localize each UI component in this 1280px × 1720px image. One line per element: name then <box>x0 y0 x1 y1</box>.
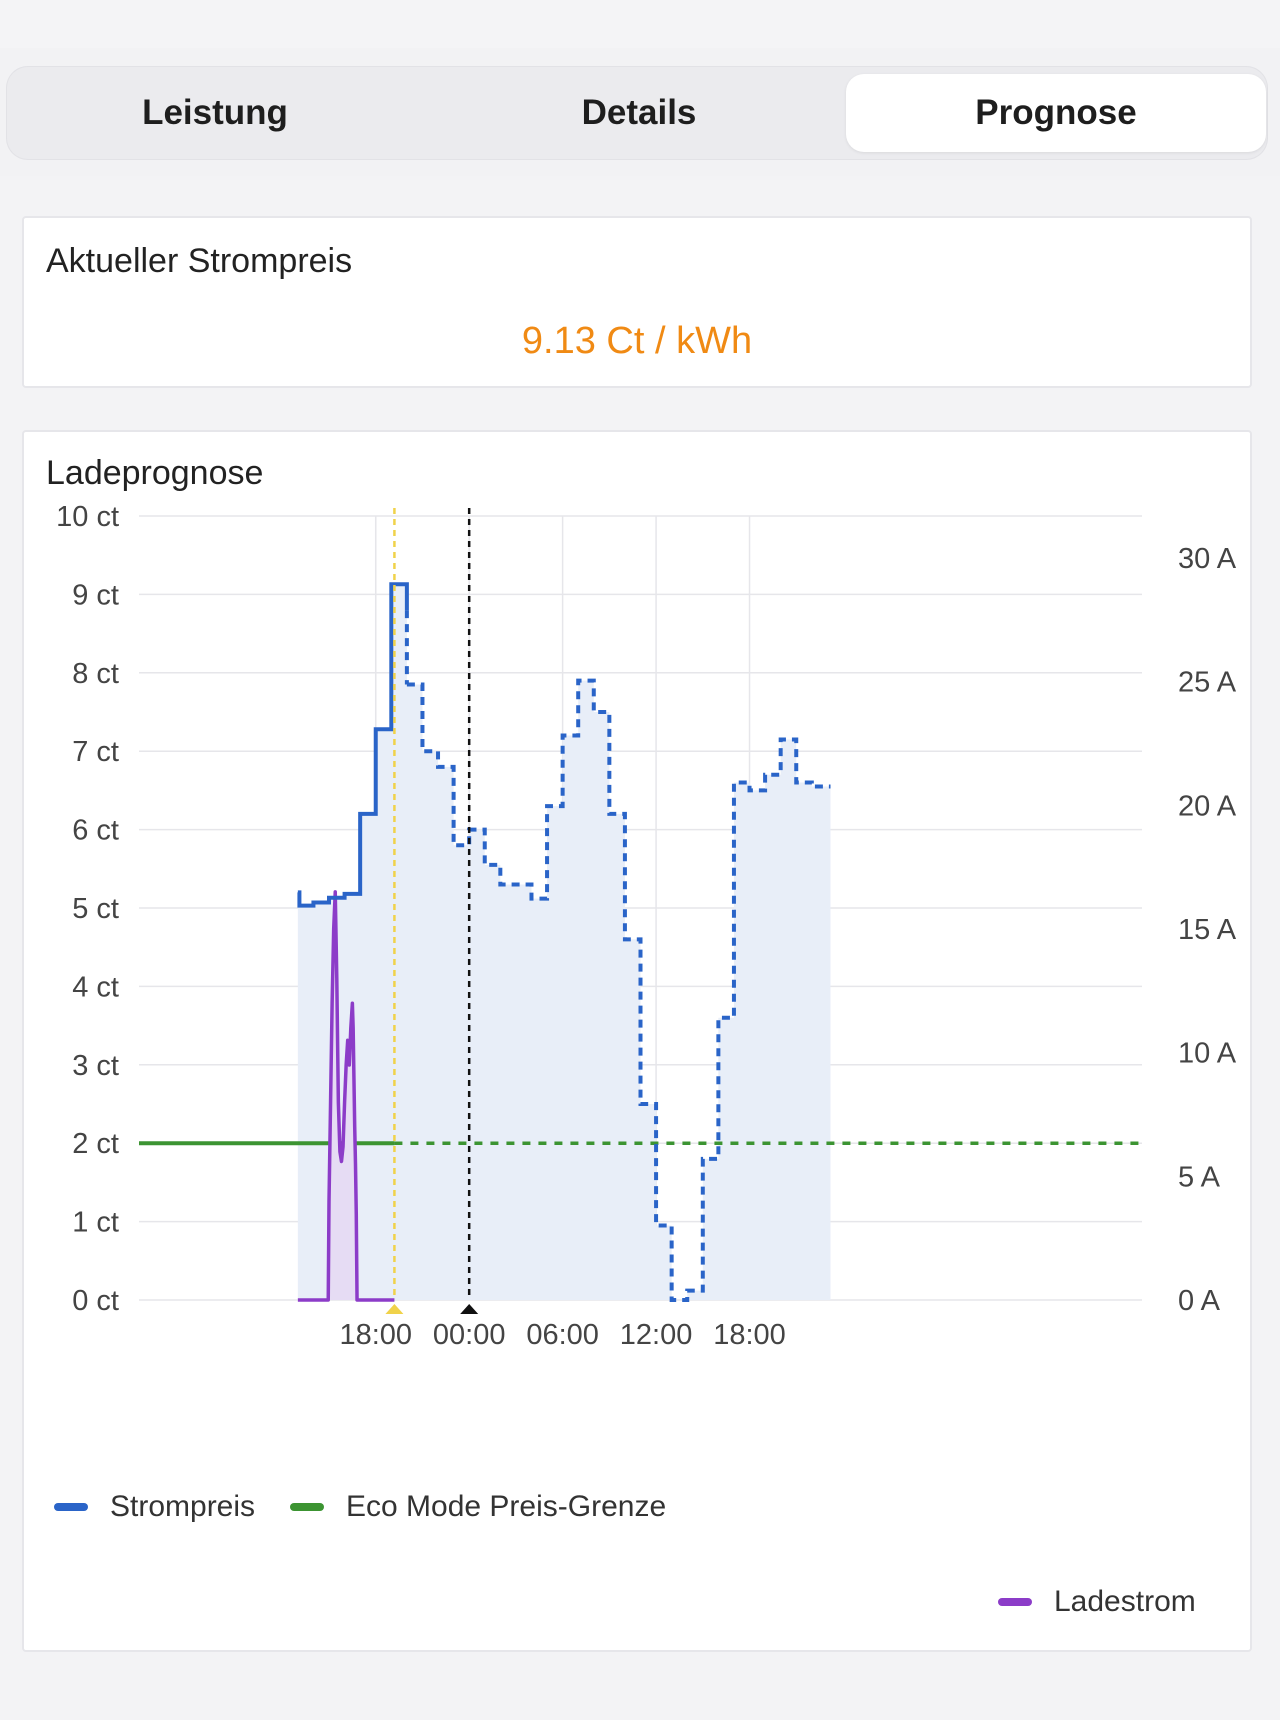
y-right-tick-label: 5 A <box>1178 1161 1221 1193</box>
y-left-tick-label: 4 ct <box>72 971 119 1003</box>
y-right-tick-label: 15 A <box>1178 914 1237 946</box>
strompreis-line-future <box>406 678 831 1302</box>
tab-bar: Leistung Details Prognose <box>6 66 1268 160</box>
y-right-tick-label: 10 A <box>1178 1038 1237 1070</box>
y-right-tick-label: 20 A <box>1178 790 1237 822</box>
legend-eco[interactable]: Eco Mode Preis-Grenze <box>290 1490 666 1524</box>
x-tick-label: 18:00 <box>339 1319 412 1351</box>
midnight-marker-triangle <box>460 1304 479 1314</box>
legend-strompreis[interactable]: Strompreis <box>54 1490 255 1524</box>
y-left-tick-label: 9 ct <box>72 579 119 611</box>
y-left-tick-label: 0 ct <box>72 1285 119 1317</box>
strompreis-line-past <box>297 582 409 908</box>
y-left-tick-label: 6 ct <box>72 815 119 847</box>
y-right-tick-label: 0 A <box>1178 1285 1221 1317</box>
strompreis-area <box>297 584 831 1300</box>
tab-leistung[interactable]: Leistung <box>142 93 288 132</box>
x-tick-label: 12:00 <box>620 1319 693 1351</box>
current-price-card: Aktueller Strompreis 9.13 Ct / kWh <box>22 216 1252 388</box>
y-left-tick-label: 10 ct <box>56 501 119 533</box>
legend-eco-swatch <box>290 1503 324 1511</box>
legend-ladestrom-swatch <box>998 1598 1032 1606</box>
y-left-tick-label: 7 ct <box>72 736 119 768</box>
y-right-tick-label: 30 A <box>1178 543 1237 575</box>
x-tick-label: 06:00 <box>526 1319 599 1351</box>
now-marker-triangle <box>385 1304 404 1314</box>
top-bar <box>0 0 1280 48</box>
y-left-tick-label: 5 ct <box>72 893 119 925</box>
x-tick-label: 00:00 <box>433 1319 506 1351</box>
legend-ladestrom-label: Ladestrom <box>1054 1585 1196 1618</box>
y-left-tick-label: 8 ct <box>72 658 119 690</box>
y-left-tick-label: 1 ct <box>72 1207 119 1239</box>
legend-ladestrom[interactable]: Ladestrom <box>998 1585 1196 1619</box>
forecast-card: Ladeprognose 0 ct 1 ct 2 ct 3 ct 4 ct 5 ct 6 c… <box>22 430 1252 1652</box>
legend-eco-label: Eco Mode Preis-Grenze <box>346 1490 667 1523</box>
ladestrom-line <box>297 890 395 1302</box>
forecast-chart: 0 ct 1 ct 2 ct 3 ct 4 ct 5 ct 6 ct 7 ct 8 ct 9 ct… <box>56 501 1237 1351</box>
tab-prognose[interactable]: Prognose <box>846 74 1266 152</box>
tab-details[interactable]: Details <box>581 93 697 132</box>
current-price-title: Aktueller Strompreis <box>46 242 353 280</box>
x-tick-label: 18:00 <box>713 1319 786 1351</box>
forecast-title: Ladeprognose <box>46 454 264 492</box>
y-left-tick-label: 2 ct <box>72 1128 119 1160</box>
y-right-tick-label: 25 A <box>1178 667 1237 699</box>
legend-strompreis-swatch <box>54 1503 88 1511</box>
current-price-value: 9.13 Ct / kWh <box>521 320 753 362</box>
y-left-tick-label: 3 ct <box>72 1050 119 1082</box>
legend-strompreis-label: Strompreis <box>110 1490 256 1523</box>
